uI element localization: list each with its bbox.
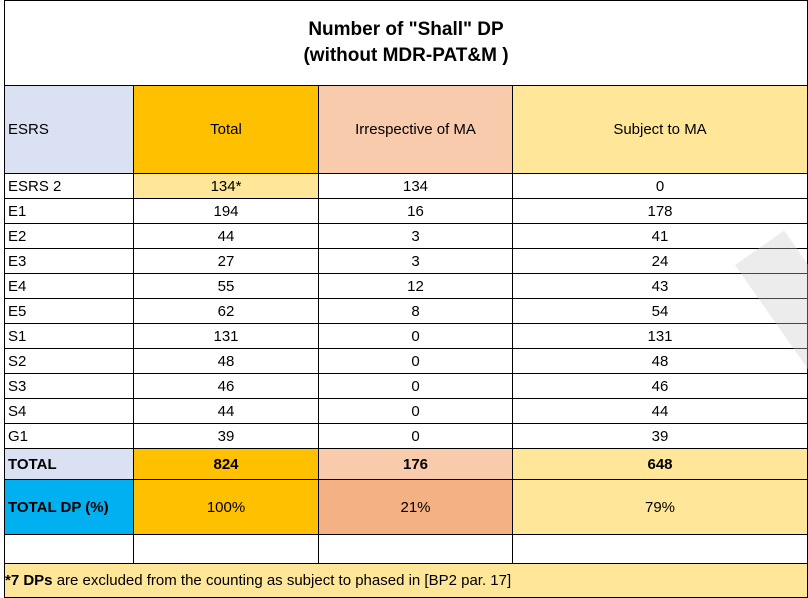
total-irrespective: 176 xyxy=(318,448,513,480)
header-irrespective: Irrespective of MA xyxy=(318,85,513,174)
row-total: 131 xyxy=(133,323,319,349)
row-label: ESRS 2 xyxy=(4,173,134,199)
table-row: S3 46 0 46 xyxy=(4,373,808,399)
table-row: E5 62 8 54 xyxy=(4,298,808,324)
table-title: Number of "Shall" DP (without MDR-PAT&M … xyxy=(3,0,808,86)
blank-cell xyxy=(4,534,134,564)
table-row: E4 55 12 43 xyxy=(4,273,808,299)
header-subject: Subject to MA xyxy=(511,85,808,174)
pct-label: TOTAL DP (%) xyxy=(4,479,134,535)
row-total: 48 xyxy=(133,348,319,374)
row-irrespective: 0 xyxy=(318,423,513,449)
row-label: E5 xyxy=(4,298,134,324)
row-subject: 44 xyxy=(511,398,808,424)
row-irrespective: 134 xyxy=(318,173,513,199)
table-row: G1 39 0 39 xyxy=(4,423,808,449)
header-row: ESRS Total Irrespective of MA Subject to… xyxy=(4,85,808,174)
row-subject: 39 xyxy=(511,423,808,449)
table-row: E2 44 3 41 xyxy=(4,223,808,249)
row-label: E4 xyxy=(4,273,134,299)
blank-cell xyxy=(511,534,808,564)
row-label: S3 xyxy=(4,373,134,399)
row-irrespective: 0 xyxy=(318,323,513,349)
table-row: E1 194 16 178 xyxy=(4,198,808,224)
row-total: 27 xyxy=(133,248,319,274)
row-subject: 41 xyxy=(511,223,808,249)
blank-cell xyxy=(133,534,319,564)
row-irrespective: 8 xyxy=(318,298,513,324)
row-irrespective: 3 xyxy=(318,248,513,274)
row-irrespective: 16 xyxy=(318,198,513,224)
row-label: E1 xyxy=(4,198,134,224)
row-subject: 24 xyxy=(511,248,808,274)
row-subject: 0 xyxy=(511,173,808,199)
shall-dp-table: Number of "Shall" DP (without MDR-PAT&M … xyxy=(3,0,808,598)
row-irrespective: 12 xyxy=(318,273,513,299)
row-irrespective: 0 xyxy=(318,398,513,424)
blank-row xyxy=(4,534,808,564)
pct-subject: 79% xyxy=(511,479,808,535)
total-dp-pct-row: TOTAL DP (%) 100% 21% 79% xyxy=(4,479,808,535)
total-total: 824 xyxy=(133,448,319,480)
title-line-2: (without MDR-PAT&M ) xyxy=(303,45,509,66)
header-esrs: ESRS xyxy=(4,85,134,174)
total-row: TOTAL 824 176 648 xyxy=(4,448,808,480)
row-irrespective: 3 xyxy=(318,223,513,249)
table-row: S4 44 0 44 xyxy=(4,398,808,424)
row-total: 39 xyxy=(133,423,319,449)
title-row: Number of "Shall" DP (without MDR-PAT&M … xyxy=(3,0,808,86)
row-subject: 178 xyxy=(511,198,808,224)
row-subject: 43 xyxy=(511,273,808,299)
row-label: S2 xyxy=(4,348,134,374)
table-row: E3 27 3 24 xyxy=(4,248,808,274)
row-subject: 48 xyxy=(511,348,808,374)
row-total: 194 xyxy=(133,198,319,224)
row-label: E2 xyxy=(4,223,134,249)
row-irrespective: 0 xyxy=(318,373,513,399)
row-total: 46 xyxy=(133,373,319,399)
pct-irrespective: 21% xyxy=(318,479,513,535)
row-label: E3 xyxy=(4,248,134,274)
footnote-bold: *7 DPs xyxy=(5,572,53,589)
row-label: G1 xyxy=(4,423,134,449)
total-label: TOTAL xyxy=(4,448,134,480)
footnote-text: are excluded from the counting as subjec… xyxy=(52,572,512,589)
total-subject: 648 xyxy=(511,448,808,480)
row-total: 134* xyxy=(133,173,319,199)
row-subject: 46 xyxy=(511,373,808,399)
row-total: 62 xyxy=(133,298,319,324)
blank-cell xyxy=(318,534,513,564)
table-row: S1 131 0 131 xyxy=(4,323,808,349)
table-row: S2 48 0 48 xyxy=(4,348,808,374)
table-row: ESRS 2 134* 134 0 xyxy=(4,173,808,199)
row-total: 55 xyxy=(133,273,319,299)
pct-total: 100% xyxy=(133,479,319,535)
row-total: 44 xyxy=(133,223,319,249)
header-total: Total xyxy=(133,85,319,174)
row-subject: 54 xyxy=(511,298,808,324)
footnote: *7 DPs are excluded from the counting as… xyxy=(3,563,808,598)
row-subject: 131 xyxy=(511,323,808,349)
title-line-1: Number of "Shall" DP xyxy=(308,19,504,40)
row-total: 44 xyxy=(133,398,319,424)
row-label: S4 xyxy=(4,398,134,424)
row-irrespective: 0 xyxy=(318,348,513,374)
row-label: S1 xyxy=(4,323,134,349)
note-row: *7 DPs are excluded from the counting as… xyxy=(3,563,808,598)
